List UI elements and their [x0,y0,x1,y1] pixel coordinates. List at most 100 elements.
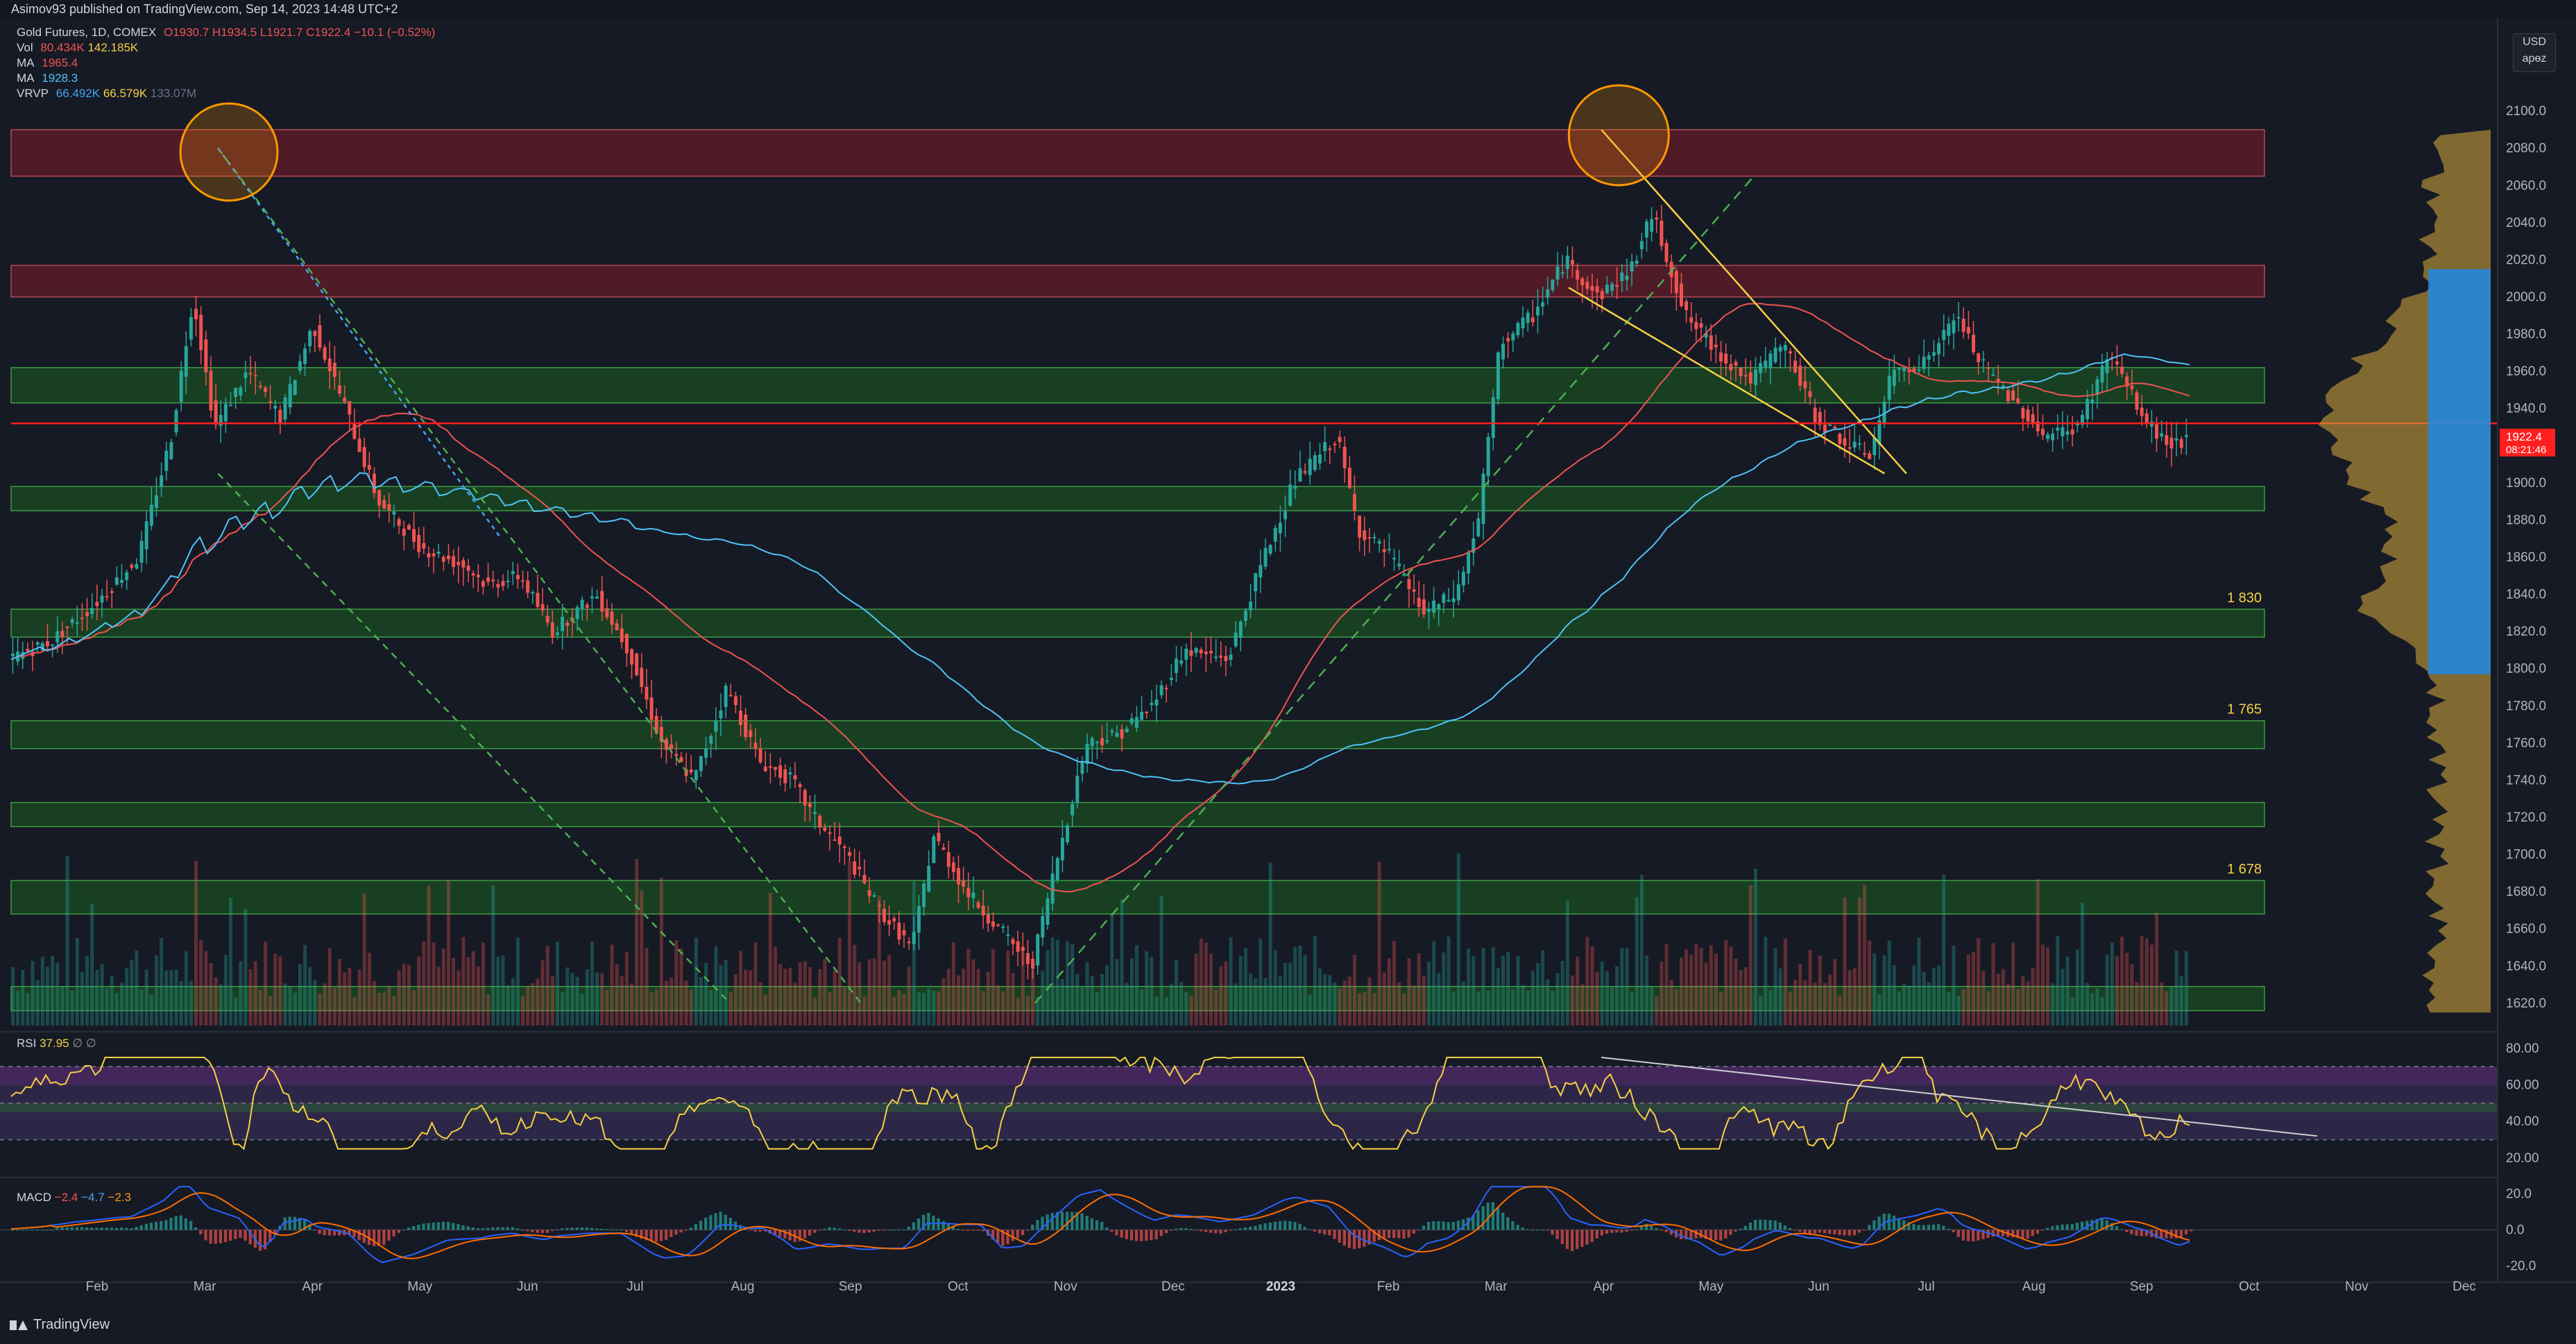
candle [491,579,495,581]
macd-histogram-bar [1060,1211,1064,1230]
macd-histogram-bar [882,1230,886,1231]
candle [1249,602,1253,611]
volume-bar [1259,938,1263,1026]
macd-histogram-bar [1105,1227,1109,1230]
macd-histogram-bar [1833,1230,1836,1235]
volume-bar [323,983,327,1026]
macd-histogram-bar [80,1227,84,1230]
volume-bar [837,937,842,1026]
macd-histogram-bar [1442,1221,1445,1230]
volume-bar [758,982,762,1026]
macd-histogram-bar [1536,1230,1539,1231]
rsi-label[interactable]: RSI [17,1037,37,1050]
macd-histogram-bar [422,1223,425,1230]
macd-histogram-bar [630,1230,633,1235]
candle [2036,421,2040,432]
macd-histogram-bar [75,1227,79,1230]
candle [466,565,470,571]
candle [897,922,901,940]
volume-bar [2120,936,2124,1026]
volume-bar [941,978,946,1026]
vol-value-b: 142.185K [87,41,139,54]
date-tick-label: Apr [1593,1279,1614,1294]
candle [21,652,25,659]
candle [154,495,158,509]
macd-histogram-bar [234,1230,237,1239]
vrvp-label[interactable]: VRVP [17,87,49,100]
candle [35,642,40,645]
macd-histogram-bar [2085,1220,2089,1230]
macd-histogram-bar [2155,1230,2158,1239]
macd-histogram-bar [1387,1230,1391,1239]
candle [239,387,243,396]
volume-bar [1764,937,1768,1026]
macd-histogram-bar [1546,1230,1549,1231]
volume-bar [1773,948,1777,1026]
macd-histogram-bar [862,1230,866,1233]
volume-bar [1931,968,1936,1026]
candle [130,565,134,568]
macd-histogram-bar [1352,1230,1356,1250]
candle [2169,437,2174,449]
macd-histogram-bar [2140,1230,2143,1236]
macd-histogram-bar [1669,1230,1673,1235]
volume-bar [1986,991,1990,1026]
volume-bar [1377,862,1381,1026]
currency-unit-button[interactable]: USD арөz [2513,33,2556,72]
macd-histogram-bar [1808,1230,1811,1234]
macd-histogram-bar [169,1218,173,1230]
volume-bar [1224,961,1228,1026]
price-tick-label: 1860.0 [2506,550,2546,565]
candle [219,414,223,426]
macd-histogram-bar [1095,1220,1099,1230]
axes: 1620.0 1640.0 1660.0 1680.0 1700.0 1720.0 1740… [0,18,2576,1294]
candle [149,504,153,526]
candle [669,744,674,749]
candle [164,450,169,471]
vol-value-a: 80.434K [40,41,85,54]
candle [1882,401,1886,423]
macd-histogram-bar [1823,1230,1827,1234]
candle [1560,272,1564,274]
volume-bar [1254,978,1258,1026]
volume-bar [1530,971,1535,1026]
candle [1912,368,1916,373]
macd-histogram-bar [1422,1225,1426,1230]
candle [501,581,505,586]
volume-bar [417,956,421,1026]
candle [659,726,663,742]
volume-bar [1565,900,1569,1026]
vol-label[interactable]: Vol [17,41,33,54]
candle [1605,284,1609,294]
macd-value-2: −4.7 [81,1191,105,1204]
candle [1427,609,1431,612]
macd-histogram-bar [1952,1230,1955,1232]
ma2-label[interactable]: MA [17,71,35,85]
candle [1199,649,1203,654]
volume-bar [2184,951,2188,1026]
macd-histogram-bar [2070,1224,2074,1230]
volume-bar [223,955,228,1026]
symbol-name[interactable]: Gold Futures, 1D, COMEX [17,26,157,39]
volume-bar [630,983,634,1026]
volume-bar [1748,885,1752,1026]
macd-histogram-bar [457,1224,460,1230]
price-tick-label: 1840.0 [2506,588,2546,602]
volume-bar [946,969,950,1026]
macd-label[interactable]: MACD [17,1191,52,1204]
macd-histogram-bar [1115,1230,1118,1236]
macd-histogram-bar [1857,1230,1861,1233]
macd-histogram-bar [1313,1230,1317,1232]
ma1-label[interactable]: MA [17,56,35,69]
macd-histogram-bar [728,1218,733,1230]
macd-histogram-bar [1803,1230,1807,1234]
volume-bar [1902,983,1907,1026]
macd-histogram-bar [858,1230,861,1233]
macd-histogram-bar [1407,1230,1410,1238]
macd-histogram-bar [966,1230,970,1231]
volume-bar [1734,958,1738,1026]
candle [1338,436,1342,443]
macd-value-1: −2.4 [54,1191,78,1204]
volume-bar [298,964,302,1026]
